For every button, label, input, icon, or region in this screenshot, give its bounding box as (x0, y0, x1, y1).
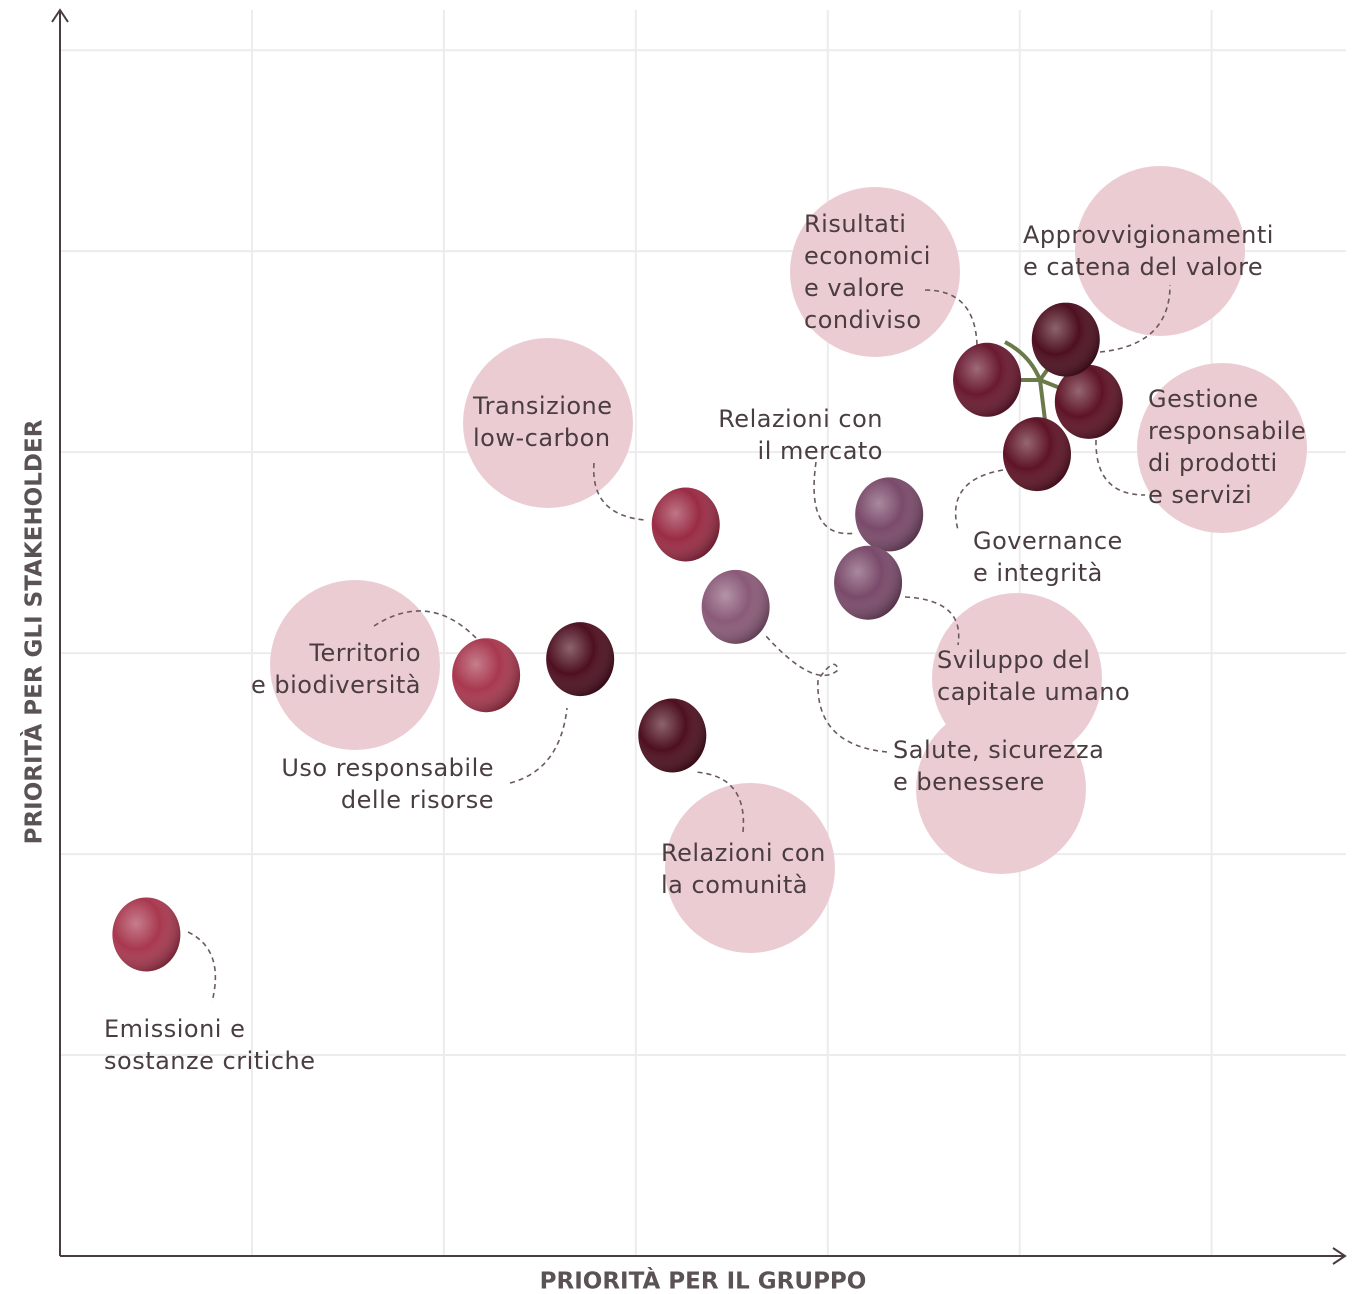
grape (953, 342, 1022, 417)
leader-line (187, 931, 217, 1003)
point-label: Approvvigionamenti (1023, 221, 1274, 249)
leader-line (592, 462, 646, 521)
point-label: condiviso (804, 306, 922, 334)
grape-shine (651, 487, 720, 562)
point-label: responsabile (1148, 417, 1306, 445)
bubble (790, 187, 960, 357)
bubble (270, 580, 440, 750)
grape (855, 477, 924, 552)
point-label: Governance (973, 527, 1123, 555)
point-label: Uso responsabile (281, 754, 494, 782)
grape-shine (953, 342, 1022, 417)
point-label: di prodotti (1148, 449, 1278, 477)
leader-line (954, 469, 1004, 531)
grape (452, 638, 521, 713)
point-label: Emissioni e (104, 1015, 245, 1043)
x-axis (60, 1247, 1347, 1265)
point-label: e integrità (973, 559, 1103, 587)
grape-shine (638, 698, 707, 773)
leader-line (373, 610, 479, 641)
leader-line (924, 289, 978, 346)
point-label: Salute, sicurezza (893, 736, 1104, 764)
grape (834, 545, 903, 620)
point-label: e catena del valore (1023, 253, 1263, 281)
leader-line (693, 771, 745, 833)
leader-line (765, 635, 888, 753)
grape (112, 897, 181, 972)
grape (651, 487, 720, 562)
grape (701, 569, 770, 644)
point-label: Risultati (804, 210, 906, 238)
grape-shine (1054, 364, 1123, 439)
grape-shine (546, 622, 615, 697)
point-label: delle risorse (341, 786, 494, 814)
point-label: economici (804, 242, 931, 270)
bubble (665, 783, 835, 953)
grape-shine (855, 477, 924, 552)
bubble (1075, 166, 1245, 336)
leader-line (1099, 284, 1171, 353)
leader-line (904, 596, 960, 646)
point-label: Sviluppo del (937, 646, 1090, 674)
point-label: e servizi (1148, 481, 1252, 509)
bubble (1137, 363, 1307, 533)
grape (638, 698, 707, 773)
point-label: e benessere (893, 768, 1045, 796)
x-axis-title: PRIORITÀ PER IL GRUPPO (540, 1267, 867, 1294)
point-label: Territorio (308, 639, 421, 667)
point-label: low-carbon (473, 424, 611, 452)
point-label: sostanze critiche (104, 1047, 316, 1075)
point-label: Relazioni con (718, 405, 883, 433)
point-label: Gestione (1148, 385, 1259, 413)
leader-line (1095, 439, 1146, 496)
grape-shine (834, 545, 903, 620)
y-axis (51, 8, 69, 1256)
marks: Emissioni e sostanze critiche Territorio e … (104, 210, 1306, 1075)
point-label: e valore (804, 274, 905, 302)
grape (1054, 364, 1123, 439)
bubbles (270, 166, 1307, 953)
leader-line (813, 461, 857, 535)
grape-shine (452, 638, 521, 713)
point-label: Relazioni con (661, 839, 826, 867)
grape (1002, 417, 1071, 492)
grape-shine (112, 897, 181, 972)
point-label: Transizione (472, 392, 613, 420)
y-axis-title: PRIORITÀ PER GLI STAKEHOLDER (20, 419, 48, 844)
grape (546, 622, 615, 697)
grape-shine (701, 569, 770, 644)
grape-shine (1031, 302, 1100, 377)
bubble (932, 593, 1102, 763)
point-label: la comunità (661, 871, 808, 899)
point-label: capitale umano (937, 678, 1130, 706)
grape-shine (1002, 417, 1071, 492)
bubble (463, 338, 633, 508)
point-label: e biodiversità (251, 671, 421, 699)
point-label: il mercato (758, 437, 883, 465)
grape (1031, 302, 1100, 377)
leader-line (509, 707, 568, 784)
